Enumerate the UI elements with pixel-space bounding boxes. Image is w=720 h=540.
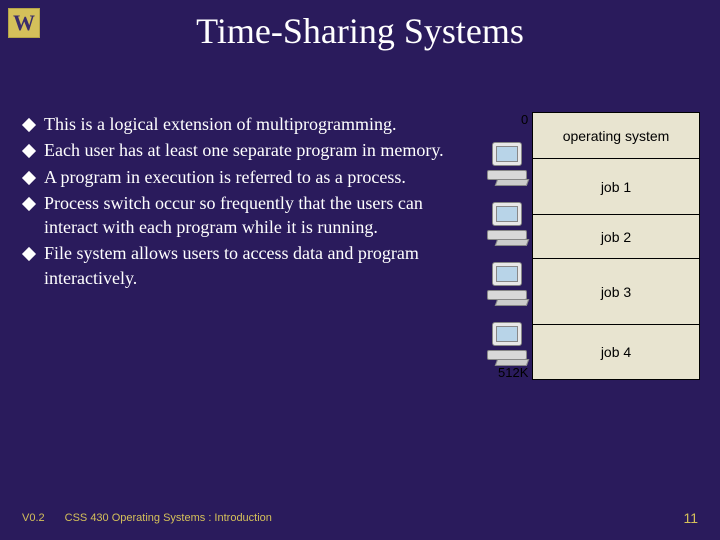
diamond-icon	[22, 171, 36, 185]
page-number: 11	[683, 510, 698, 526]
diamond-icon	[22, 118, 36, 132]
diamond-icon	[22, 197, 36, 211]
bullet-item: A program in execution is referred to as…	[24, 165, 478, 189]
bullet-list: This is a logical extension of multiprog…	[24, 112, 478, 380]
memory-label-bottom: 512K	[498, 365, 528, 380]
memory-row: job 3	[533, 259, 699, 325]
diamond-icon	[22, 247, 36, 261]
bullet-item: Each user has at least one separate prog…	[24, 138, 478, 162]
bullet-item: This is a logical extension of multiprog…	[24, 112, 478, 136]
uw-logo: W	[8, 8, 40, 38]
diamond-icon	[22, 144, 36, 158]
course-label: CSS 430 Operating Systems : Introduction	[65, 512, 684, 524]
computer-icon	[484, 142, 530, 186]
bullet-text: A program in execution is referred to as…	[44, 165, 478, 189]
memory-row: job 1	[533, 159, 699, 215]
footer: V0.2 CSS 430 Operating Systems : Introdu…	[22, 510, 698, 526]
bullet-text: Process switch occur so frequently that …	[44, 191, 478, 240]
slide-title: Time-Sharing Systems	[0, 0, 720, 52]
computer-icon	[484, 202, 530, 246]
content-area: This is a logical extension of multiprog…	[0, 52, 720, 380]
bullet-text: File system allows users to access data …	[44, 241, 478, 290]
bullet-item: File system allows users to access data …	[24, 241, 478, 290]
memory-row: operating system	[533, 113, 699, 159]
logo-letter: W	[13, 10, 35, 36]
computer-icon	[484, 262, 530, 306]
computer-icons	[484, 112, 532, 372]
diagram-column: 0 512K operating systemjob 1job 2job 3jo…	[478, 112, 708, 380]
bullet-item: Process switch occur so frequently that …	[24, 191, 478, 240]
bullet-text: This is a logical extension of multiprog…	[44, 112, 478, 136]
bullet-text: Each user has at least one separate prog…	[44, 138, 478, 162]
version-label: V0.2	[22, 512, 45, 524]
computer-icon	[484, 322, 530, 366]
memory-row: job 4	[533, 325, 699, 379]
memory-label-top: 0	[521, 112, 528, 127]
memory-diagram: 0 512K operating systemjob 1job 2job 3jo…	[532, 112, 700, 380]
memory-row: job 2	[533, 215, 699, 259]
